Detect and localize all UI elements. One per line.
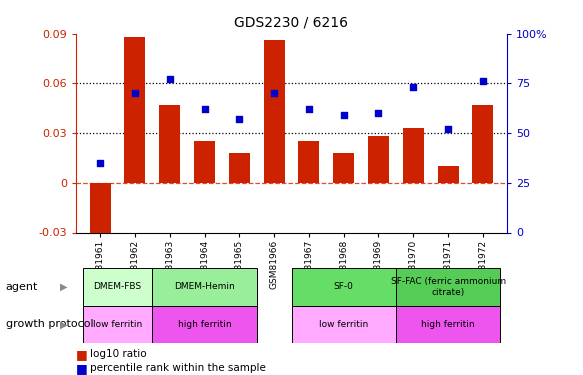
Bar [292,306,396,343]
Bar [298,141,319,183]
Text: ▶: ▶ [61,320,68,329]
Bar [438,166,458,183]
Bar [396,268,500,306]
Text: high ferritin: high ferritin [422,320,475,329]
Bar [333,153,354,183]
Bar [125,37,145,183]
Point [234,116,244,122]
Point [130,90,139,96]
Text: DMEM-FBS: DMEM-FBS [93,282,142,291]
Bar [152,306,257,343]
Text: high ferritin: high ferritin [178,320,231,329]
Text: DMEM-Hemin: DMEM-Hemin [174,282,235,291]
Text: percentile rank within the sample: percentile rank within the sample [90,363,266,373]
Text: agent: agent [6,282,38,292]
Text: ■: ■ [76,362,87,375]
Text: SF-FAC (ferric ammonium
citrate): SF-FAC (ferric ammonium citrate) [391,277,505,297]
Bar [229,153,250,183]
Point [478,78,487,84]
Bar [264,40,285,183]
Text: log10 ratio: log10 ratio [90,350,147,359]
Text: low ferritin: low ferritin [319,320,368,329]
Text: SF-0: SF-0 [333,282,354,291]
Bar [292,268,396,306]
Bar [159,105,180,183]
Bar [368,136,389,183]
Text: growth protocol: growth protocol [6,320,93,329]
Point [374,110,383,116]
Bar [396,306,500,343]
Bar [194,141,215,183]
Text: ■: ■ [76,348,87,361]
Point [304,106,314,112]
Text: low ferritin: low ferritin [93,320,142,329]
Bar [472,105,493,183]
Point [200,106,209,112]
Point [409,84,418,90]
Title: GDS2230 / 6216: GDS2230 / 6216 [234,16,349,30]
Point [165,76,174,82]
Point [339,112,349,118]
Bar [152,268,257,306]
Text: ▶: ▶ [61,282,68,292]
Point [444,126,453,132]
Bar [90,183,111,239]
Point [96,160,105,166]
Bar [83,268,152,306]
Bar [83,306,152,343]
Point [269,90,279,96]
Bar [403,128,424,183]
